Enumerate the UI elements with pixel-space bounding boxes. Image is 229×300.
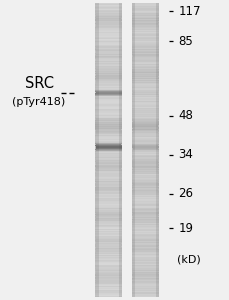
Text: 26: 26 <box>177 187 192 200</box>
Text: SRC: SRC <box>25 76 53 92</box>
Text: 34: 34 <box>177 148 192 161</box>
Text: 117: 117 <box>177 5 200 18</box>
Text: (pTyr418): (pTyr418) <box>12 97 65 107</box>
Text: 48: 48 <box>177 109 192 122</box>
Text: 85: 85 <box>177 35 192 48</box>
Text: 19: 19 <box>177 221 192 235</box>
Text: (kD): (kD) <box>176 254 200 265</box>
